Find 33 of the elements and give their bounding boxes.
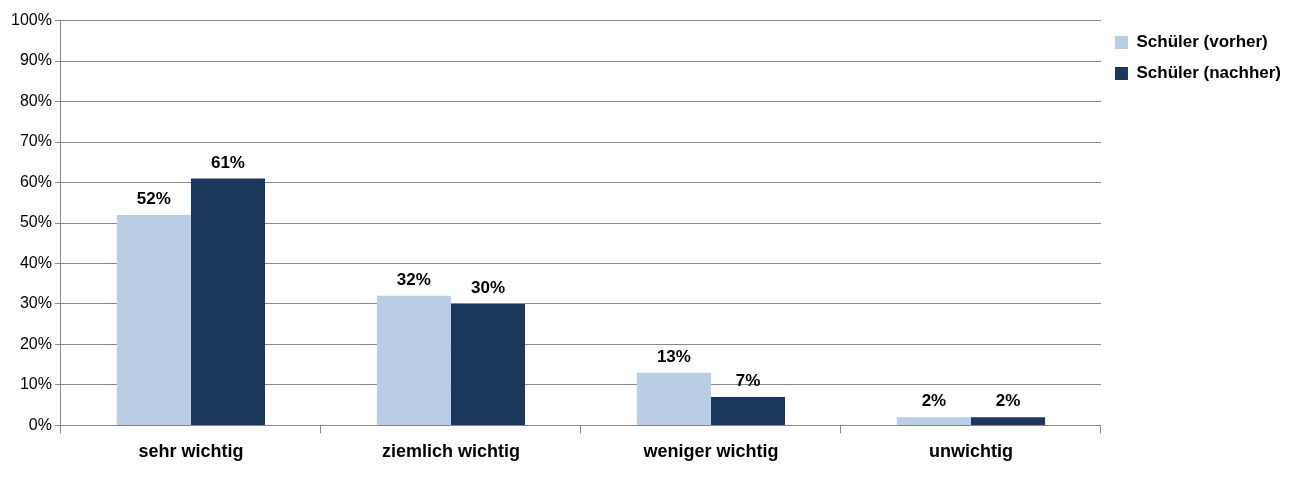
x-tick-label: unwichtig [928,441,1013,462]
y-tick-label: 60% [19,172,52,190]
y-tick-label: 0% [28,415,52,433]
bar [636,372,711,425]
y-tick-label: 70% [19,132,52,150]
bar [970,417,1046,425]
bar [896,417,971,425]
y-tick-label: 20% [19,334,52,352]
y-tick-label: 40% [19,253,52,271]
data-label: 7% [735,371,761,391]
legend-label: Schüler (nachher) [1136,63,1282,83]
y-tick-label: 90% [19,51,52,69]
data-label: 30% [470,278,506,298]
x-tick-label: weniger wichtig [642,441,779,462]
data-label: 61% [210,152,245,172]
y-tick-label: 50% [19,213,52,231]
legend-label: Schüler (vorher) [1136,32,1268,52]
data-label: 2% [995,391,1021,411]
x-tick-label: sehr wichtig [138,441,244,462]
bar [450,303,526,425]
y-tick-label: 80% [19,91,52,109]
data-label: 32% [396,270,431,290]
data-label: 52% [136,189,171,209]
y-tick-label: 100% [11,11,52,29]
bar [376,295,451,425]
y-tick-label: 10% [19,375,52,393]
bar [710,397,786,425]
bar [116,214,191,425]
x-tick-label: ziemlich wichtig [381,441,520,462]
data-label: 13% [656,346,691,366]
bar [190,178,266,425]
data-label: 2% [921,391,947,411]
y-tick-label: 30% [19,294,52,312]
